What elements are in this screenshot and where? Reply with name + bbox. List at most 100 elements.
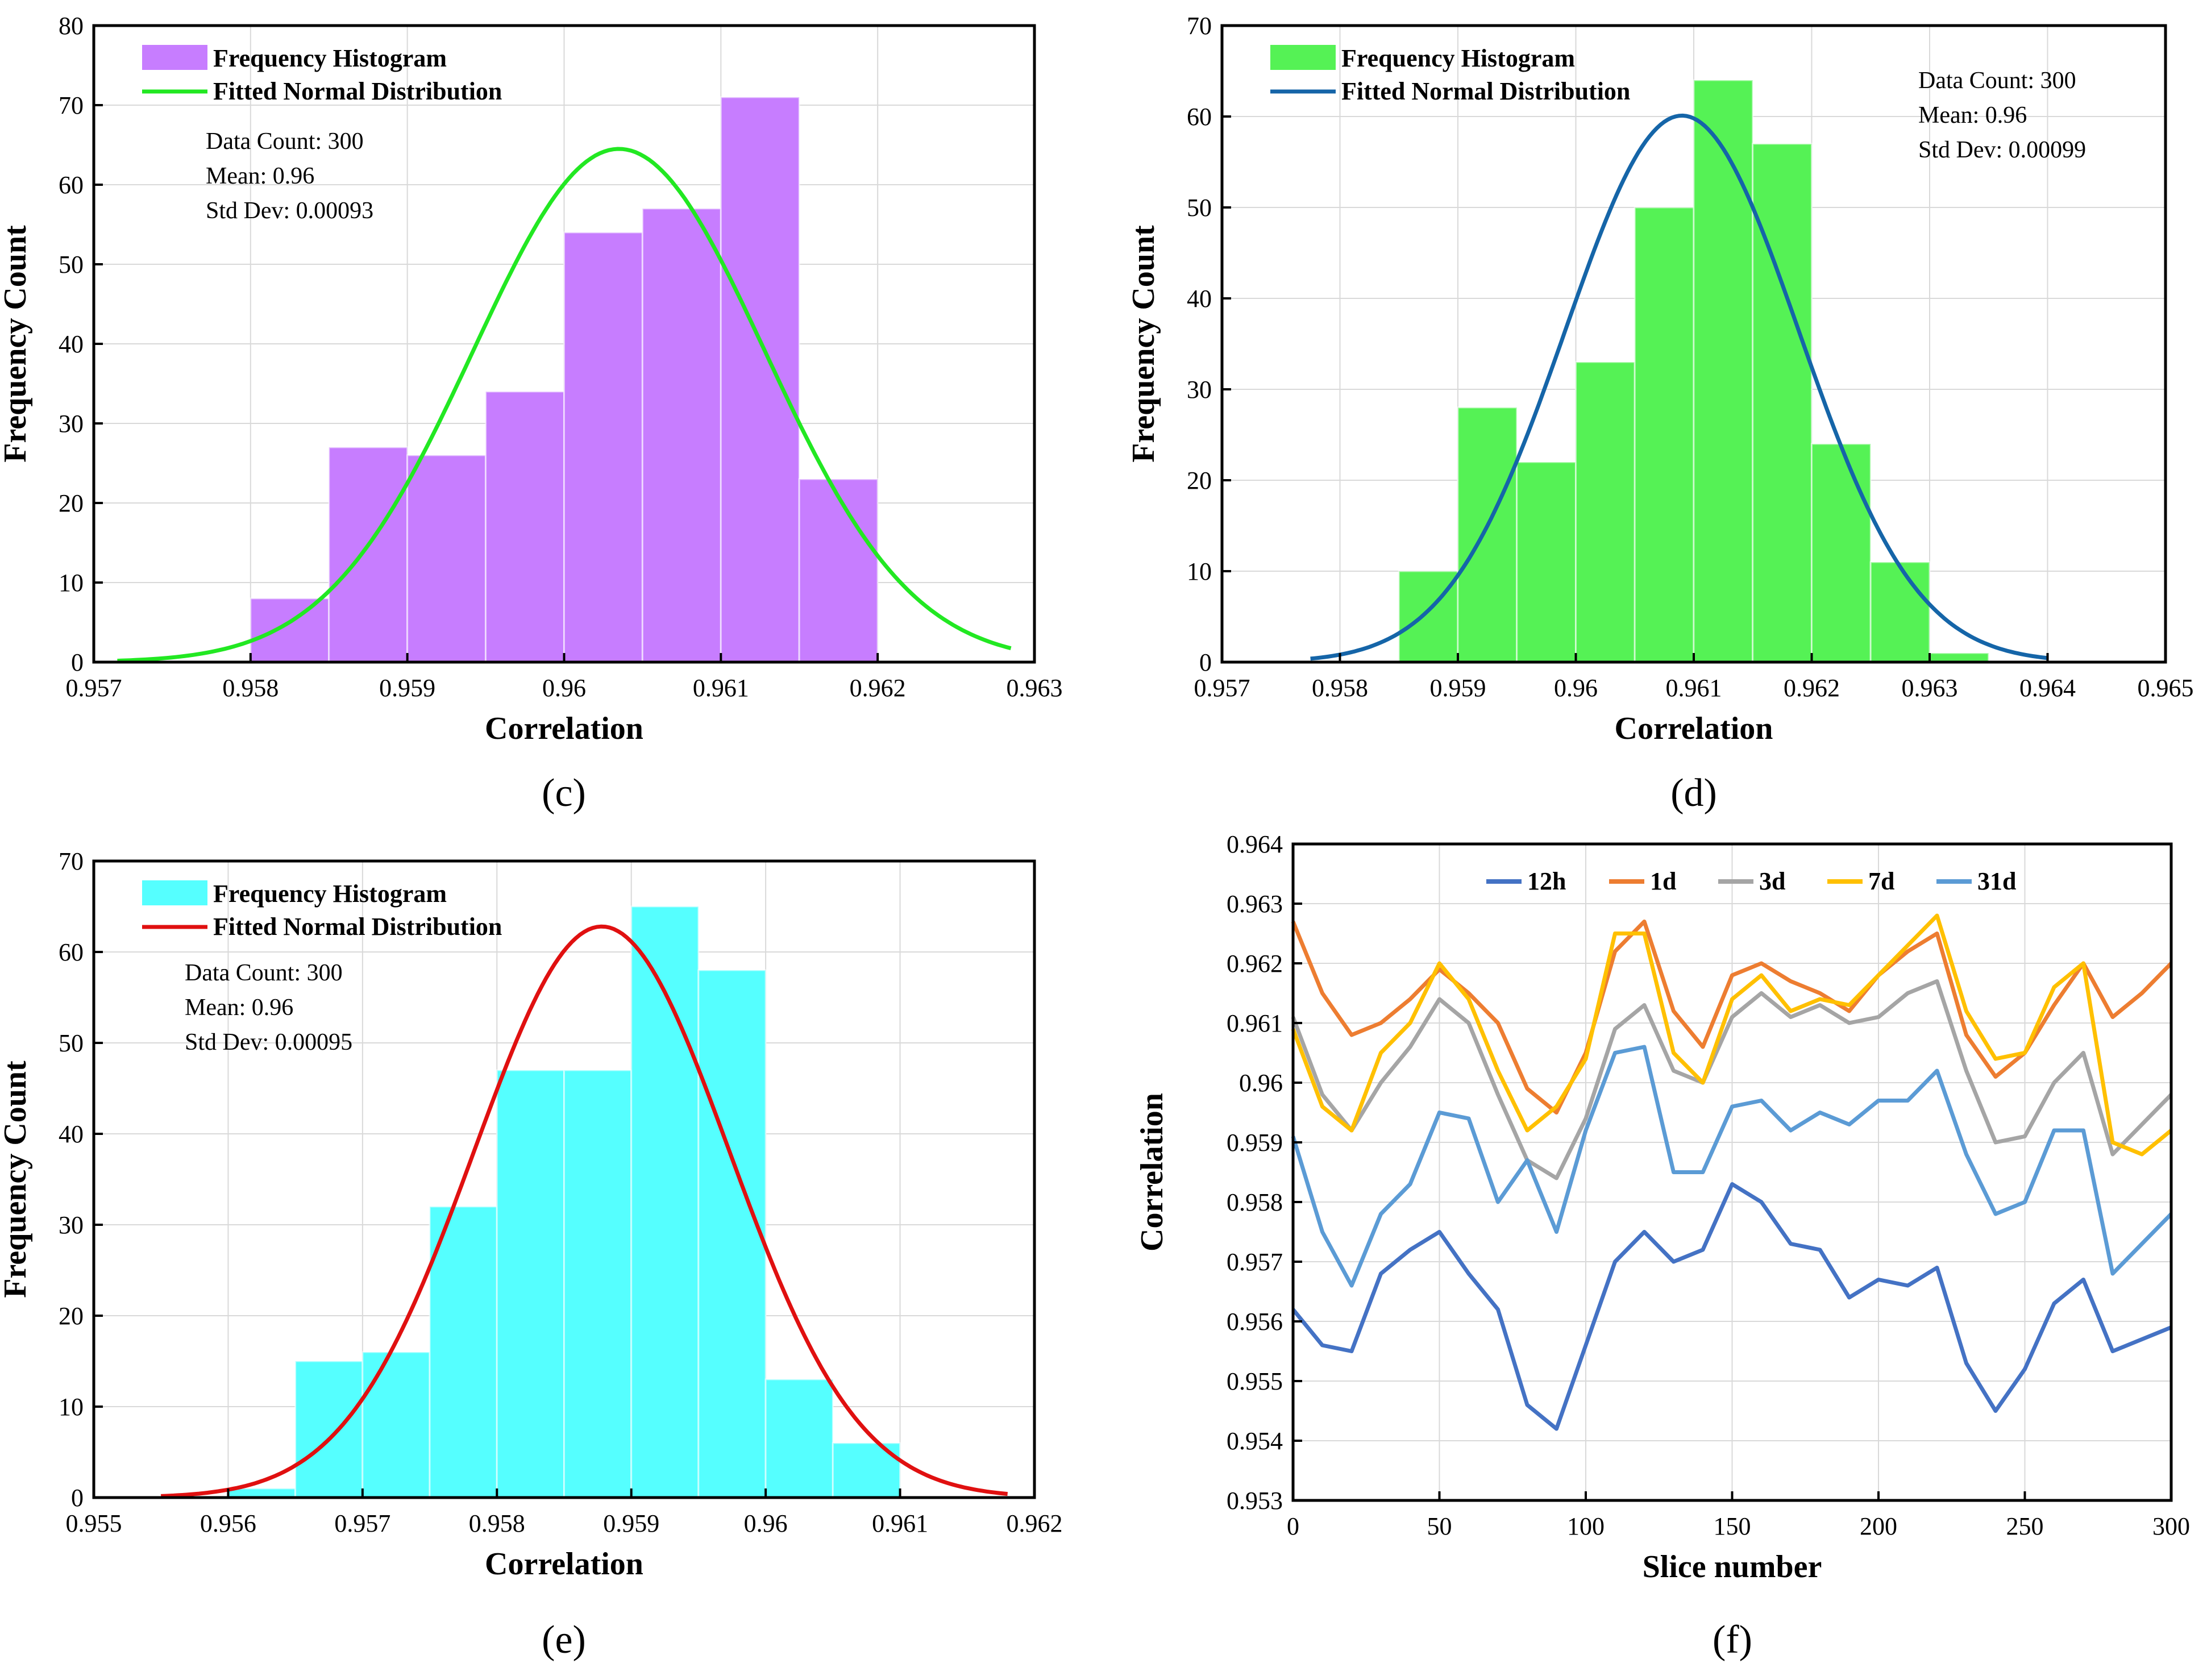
y-tick-label: 40 bbox=[59, 1120, 84, 1148]
x-tick-label: 0.959 bbox=[379, 674, 435, 702]
legend-swatch-histogram bbox=[142, 880, 207, 905]
y-tick-label: 0.963 bbox=[1227, 890, 1283, 918]
stats-line: Mean: 0.96 bbox=[185, 995, 293, 1021]
histogram-bar bbox=[641, 207, 722, 663]
y-tick-label: 60 bbox=[59, 171, 84, 199]
x-tick-label: 0.958 bbox=[1312, 674, 1368, 702]
legend-swatch-histogram bbox=[1270, 45, 1336, 70]
y-tick-label: 40 bbox=[1187, 285, 1212, 313]
histogram-bar bbox=[1575, 361, 1636, 663]
y-axis-title: Frequency Count bbox=[0, 225, 33, 463]
y-tick-label: 50 bbox=[1187, 194, 1212, 222]
series-line-7d bbox=[1291, 913, 2173, 1157]
stats-line: Std Dev: 0.00093 bbox=[206, 198, 373, 224]
y-tick-label: 70 bbox=[59, 847, 84, 875]
legend-label-curve: Fitted Normal Distribution bbox=[1341, 77, 1630, 105]
series-line-12h bbox=[1291, 1182, 2172, 1431]
y-tick-label: 0 bbox=[71, 648, 84, 676]
x-tick-label: 200 bbox=[1860, 1512, 1897, 1540]
histogram-bar bbox=[1811, 443, 1872, 663]
histogram-bar bbox=[764, 1378, 834, 1499]
fitted-normal-curve bbox=[117, 147, 1012, 663]
legend-label-1d: 1d bbox=[1650, 867, 1676, 895]
y-tick-label: 50 bbox=[59, 251, 84, 278]
x-tick-label: 0.96 bbox=[542, 674, 586, 702]
y-tick-label: 0.958 bbox=[1227, 1188, 1283, 1216]
x-tick-label: 0.962 bbox=[850, 674, 906, 702]
y-axis-title: Frequency Count bbox=[0, 1061, 33, 1298]
chart-e: Frequency Histogram Fitted Normal Distrib… bbox=[0, 847, 1063, 1662]
histogram-bar bbox=[429, 1205, 498, 1499]
fitted-normal-curve bbox=[1310, 113, 2048, 661]
stats-line: Data Count: 300 bbox=[185, 960, 343, 986]
y-tick-label: 30 bbox=[59, 1211, 84, 1239]
y-tick-label: 0.955 bbox=[1227, 1367, 1283, 1395]
legend-swatch-histogram bbox=[142, 45, 207, 70]
y-tick-label: 0.954 bbox=[1227, 1427, 1283, 1455]
x-tick-label: 0.961 bbox=[872, 1509, 928, 1537]
stats-line: Data Count: 300 bbox=[1918, 68, 2076, 94]
legend-label-3d: 3d bbox=[1759, 867, 1785, 895]
histogram-bar bbox=[563, 1069, 633, 1499]
panel-label: (f) bbox=[1713, 1618, 1752, 1662]
x-tick-label: 0.957 bbox=[1194, 674, 1250, 702]
histogram-bar bbox=[630, 905, 700, 1499]
histogram-bar bbox=[697, 969, 767, 1499]
y-tick-label: 20 bbox=[59, 489, 84, 517]
y-tick-label: 70 bbox=[59, 92, 84, 119]
x-axis-title: Correlation bbox=[485, 1546, 643, 1582]
y-tick-label: 0.959 bbox=[1227, 1129, 1283, 1157]
chart-d: Frequency Histogram Fitted Normal Distrib… bbox=[1126, 12, 2194, 815]
legend-label-7d: 7d bbox=[1868, 867, 1894, 895]
y-tick-label: 0.964 bbox=[1227, 830, 1283, 858]
panel-label: (d) bbox=[1670, 771, 1717, 815]
chart-c: Frequency Histogram Fitted Normal Distrib… bbox=[0, 12, 1063, 815]
y-tick-label: 70 bbox=[1187, 12, 1212, 40]
stats-line: Mean: 0.96 bbox=[206, 163, 314, 189]
stats-line: Mean: 0.96 bbox=[1918, 102, 2027, 128]
histogram-bar bbox=[1457, 406, 1518, 663]
stats-line: Data Count: 300 bbox=[206, 128, 364, 155]
y-tick-label: 60 bbox=[1187, 103, 1212, 131]
y-tick-label: 0.96 bbox=[1239, 1069, 1283, 1097]
histogram-bar bbox=[798, 478, 879, 663]
legend-label-histogram: Frequency Histogram bbox=[213, 880, 447, 908]
y-tick-label: 0.962 bbox=[1227, 950, 1283, 978]
x-tick-label: 0.957 bbox=[66, 674, 122, 702]
x-tick-label: 0 bbox=[1287, 1512, 1299, 1540]
legend-label-12h: 12h bbox=[1527, 867, 1566, 895]
y-tick-label: 30 bbox=[59, 410, 84, 438]
x-tick-label: 0.963 bbox=[1902, 674, 1958, 702]
x-tick-label: 0.965 bbox=[2138, 674, 2194, 702]
series-line-31d bbox=[1291, 1045, 2173, 1288]
x-tick-label: 0.96 bbox=[744, 1509, 788, 1537]
x-tick-label: 300 bbox=[2152, 1512, 2190, 1540]
y-tick-label: 10 bbox=[59, 569, 84, 597]
histogram-bar bbox=[250, 597, 330, 663]
histogram-bar bbox=[1634, 206, 1695, 663]
y-tick-label: 60 bbox=[59, 938, 84, 966]
x-tick-label: 0.959 bbox=[1430, 674, 1486, 702]
y-tick-label: 0.957 bbox=[1227, 1248, 1283, 1276]
y-tick-label: 10 bbox=[1187, 558, 1212, 585]
legend-label-31d: 31d bbox=[1977, 867, 2016, 895]
y-axis-title: Correlation bbox=[1134, 1093, 1170, 1251]
plot-frame bbox=[92, 859, 1036, 1499]
y-tick-label: 20 bbox=[59, 1302, 84, 1330]
y-tick-label: 20 bbox=[1187, 467, 1212, 494]
histogram-bar bbox=[1693, 79, 1754, 663]
y-tick-label: 0 bbox=[71, 1484, 84, 1512]
x-tick-label: 0.963 bbox=[1007, 674, 1063, 702]
histogram-bar bbox=[485, 390, 565, 663]
x-tick-label: 0.964 bbox=[2019, 674, 2076, 702]
y-tick-label: 0.961 bbox=[1227, 1009, 1283, 1037]
y-tick-label: 40 bbox=[59, 330, 84, 358]
histogram-bar bbox=[720, 96, 800, 663]
legend-label-histogram: Frequency Histogram bbox=[1341, 44, 1575, 72]
x-axis-title: Slice number bbox=[1643, 1549, 1822, 1585]
x-tick-label: 150 bbox=[1714, 1512, 1751, 1540]
stats-line: Std Dev: 0.00099 bbox=[1918, 137, 2086, 163]
panel-label: (c) bbox=[542, 771, 586, 815]
y-tick-label: 0.953 bbox=[1227, 1487, 1283, 1515]
